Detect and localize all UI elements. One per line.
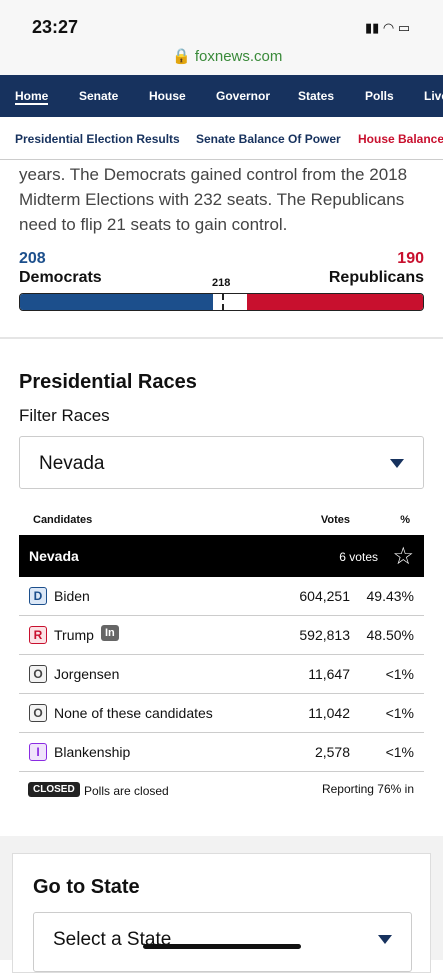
dem-bar — [20, 294, 213, 310]
time: 23:27 — [32, 17, 79, 37]
sub-nav-item[interactable]: Senate Balance Of Power — [196, 132, 341, 146]
party-badge: D — [29, 587, 47, 605]
party-badge: I — [29, 743, 47, 761]
nav-bar: Home Senate House Governor States Polls Live — [0, 75, 443, 117]
candidate-name: Trump — [54, 627, 94, 643]
balance-bar — [19, 293, 424, 311]
votes: 11,042 — [308, 705, 350, 721]
closed-text: Polls are closed — [84, 784, 169, 798]
rep-bar — [247, 294, 423, 310]
nav-item[interactable]: Senate — [79, 89, 119, 103]
header-candidates: Candidates — [33, 514, 93, 526]
nav-item[interactable]: States — [298, 89, 335, 103]
status-bar: 23:27 ▮▮ ◠ ▭ 🔒 foxnews.com — [0, 0, 443, 75]
party-badge: R — [29, 626, 47, 644]
dropdown-arrow — [378, 935, 392, 944]
percent: <1% — [385, 705, 414, 721]
percent: <1% — [385, 744, 414, 760]
dem-seats: 208 — [19, 250, 46, 267]
votes: 604,251 — [299, 588, 350, 604]
nav-item[interactable]: Polls — [365, 89, 394, 103]
votes: 592,813 — [299, 627, 350, 643]
rep-seats: 190 — [397, 250, 424, 267]
race-select[interactable]: Nevada — [19, 436, 424, 489]
candidate-row: I Blankenship 2,578 <1% — [19, 733, 424, 772]
candidate-name: Biden — [54, 588, 90, 604]
majority-label: 218 — [212, 277, 231, 289]
url-text: foxnews.com — [194, 48, 283, 65]
rep-label: Republicans — [328, 269, 424, 286]
nav-item[interactable]: House — [149, 89, 186, 103]
percent: <1% — [385, 666, 414, 682]
signal-icons: ▮▮ ◠ ▭ — [365, 20, 411, 35]
favorite-star[interactable]: ☆ — [392, 543, 414, 570]
candidate-name: Jorgensen — [54, 666, 120, 682]
percent: 49.43% — [366, 588, 414, 604]
state-row: Nevada 6 votes ☆ — [19, 535, 424, 577]
sub-nav-item[interactable]: Presidential Election Results — [15, 132, 180, 146]
candidate-name: None of these candidates — [54, 705, 213, 721]
candidate-name: Blankenship — [54, 744, 131, 760]
party-badge: O — [29, 665, 47, 683]
filter-label: Filter Races — [19, 406, 110, 425]
nav-item[interactable]: Home — [15, 89, 49, 105]
percent: 48.50% — [366, 627, 414, 643]
state-placeholder: Select a State — [53, 929, 172, 950]
divider — [0, 337, 443, 339]
candidate-row: R Trump In 592,813 48.50% — [19, 616, 424, 655]
header-votes: Votes — [320, 514, 350, 526]
intro-text: years. The Democrats gained control from… — [19, 165, 408, 234]
url[interactable]: 🔒 foxnews.com — [172, 48, 283, 65]
section-title: Presidential Races — [19, 371, 197, 393]
votes: 2,578 — [314, 744, 350, 760]
incumbent-badge: In — [101, 625, 119, 641]
sub-nav-item[interactable]: House Balance Of Power — [358, 132, 443, 159]
state-card: Go to State Select a State — [12, 853, 431, 973]
nav-item[interactable]: Live — [424, 89, 443, 103]
state-select[interactable]: Select a State — [33, 912, 412, 972]
card-title: Go to State — [33, 876, 140, 898]
votes: 11,647 — [308, 666, 350, 682]
home-indicator — [143, 944, 301, 949]
closed-badge: CLOSED — [28, 782, 80, 797]
candidate-row: O Jorgensen 11,647 <1% — [19, 655, 424, 694]
nav-item[interactable]: Governor — [216, 89, 271, 103]
party-badge: O — [29, 704, 47, 722]
sub-nav: Presidential Election Results Senate Bala… — [0, 117, 443, 160]
electoral-votes: 6 votes — [339, 550, 378, 564]
candidate-row: O None of these candidates 11,042 <1% — [19, 694, 424, 733]
select-value: Nevada — [39, 453, 105, 474]
header-pct: % — [400, 514, 410, 526]
majority-line — [222, 294, 224, 310]
candidate-row: D Biden 604,251 49.43% — [19, 577, 424, 616]
dem-label: Democrats — [19, 269, 102, 286]
state-name: Nevada — [29, 548, 79, 564]
dropdown-arrow — [390, 459, 404, 468]
reporting: Reporting 76% in — [321, 782, 414, 796]
